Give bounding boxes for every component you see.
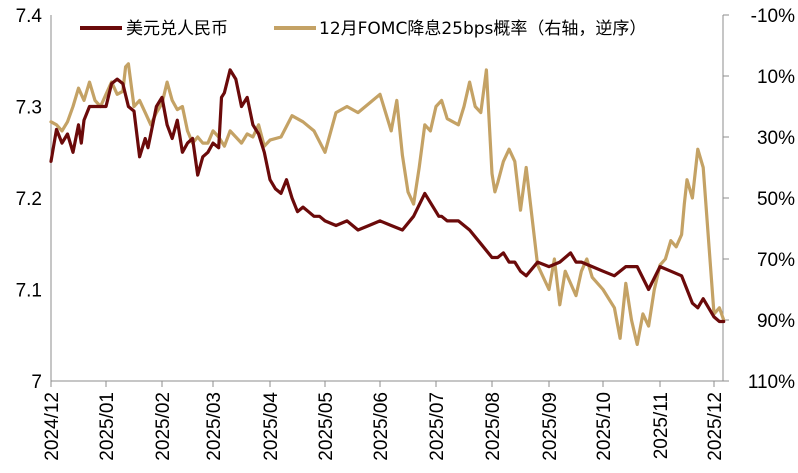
x-tick-label: 2025/01 — [97, 392, 118, 461]
x-tick-label: 2025/04 — [261, 392, 282, 461]
left-tick-label: 7.1 — [16, 281, 42, 302]
right-tick-label: 70% — [757, 250, 795, 271]
x-tick-label: 2024/12 — [42, 392, 63, 461]
right-tick-label: 30% — [757, 128, 795, 149]
x-tick-label: 2025/05 — [316, 392, 337, 461]
usd-cny-line — [49, 68, 726, 324]
right-tick-label: 90% — [757, 311, 795, 332]
right-tick-label: 50% — [757, 189, 795, 210]
x-tick-label: 2025/08 — [483, 392, 504, 461]
left-tick-label: 7.3 — [16, 98, 42, 119]
legend-label-usd-cny: 美元兑人民币 — [126, 19, 228, 39]
left-axis-ticks: 7 7.1 7.2 7.3 7.4 — [16, 6, 43, 393]
legend-label-fomc: 12月FOMC降息25bps概率（右轴，逆序） — [319, 19, 646, 39]
right-tick-label: -10% — [751, 6, 795, 27]
left-tick-label: 7.4 — [16, 6, 43, 27]
right-axis-ticks: -10% 10% 30% 50% 70% 90% 110% — [723, 6, 795, 393]
x-tick-label: 2025/03 — [204, 392, 225, 461]
legend-item-usd-cny: 美元兑人民币 — [80, 19, 228, 39]
right-tick-label: 110% — [748, 372, 795, 393]
x-tick-label: 2025/12 — [705, 392, 726, 461]
x-tick-label: 2025/09 — [540, 392, 561, 461]
left-tick-label: 7.2 — [16, 189, 42, 210]
right-tick-label: 10% — [757, 67, 795, 88]
x-tick-label: 2025/10 — [594, 392, 615, 461]
x-tick-label: 2025/02 — [153, 392, 174, 461]
x-tick-label: 2025/06 — [371, 392, 392, 461]
x-tick-label: 2025/07 — [427, 392, 448, 461]
left-tick-label: 7 — [31, 372, 42, 393]
legend-item-fomc-cut-probability: 12月FOMC降息25bps概率（右轴，逆序） — [274, 19, 646, 39]
x-axis-ticks: 2024/12 2025/01 2025/02 2025/03 2025/04 2025/… — [42, 381, 726, 461]
legend: 美元兑人民币 12月FOMC降息25bps概率（右轴，逆序） — [80, 19, 646, 39]
x-tick-label: 2025/11 — [651, 392, 672, 459]
fomc-cut-probability-line — [49, 62, 726, 346]
